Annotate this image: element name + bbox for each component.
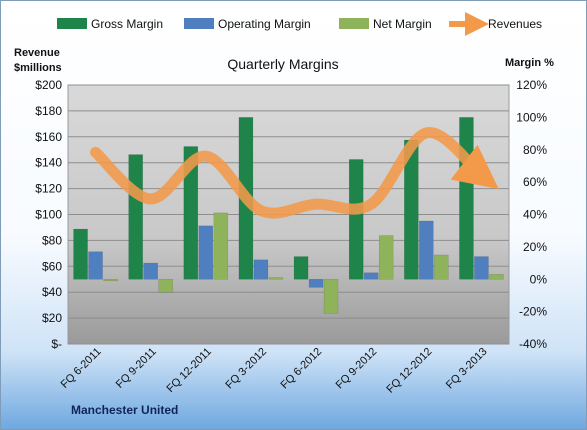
bar-gross-margin — [293, 256, 309, 280]
bar-gross-margin — [348, 159, 364, 280]
bar-gross-margin — [459, 117, 474, 280]
right-tick-label: 40% — [523, 208, 547, 222]
revenue-line — [90, 127, 499, 219]
left-tick-label: $- — [51, 337, 62, 351]
bar-net-margin — [103, 279, 118, 282]
bar-operating-margin — [88, 251, 103, 280]
left-tick-label: $40 — [42, 285, 62, 299]
left-tick-label: $120 — [35, 182, 62, 196]
revenue-point — [426, 132, 427, 133]
legend-label-revenues: Revenues — [488, 17, 542, 31]
left-tick-label: $200 — [35, 78, 62, 92]
bar-net-margin — [158, 279, 173, 293]
right-axis-title: Margin % — [505, 57, 554, 69]
right-tick-label: 20% — [523, 240, 547, 254]
bar-operating-margin — [198, 225, 214, 280]
category-label: FQ 6-2011 — [59, 346, 104, 391]
legend-swatch-operating-margin — [184, 18, 214, 29]
left-tick-label: $80 — [42, 233, 62, 247]
bar-net-margin — [378, 235, 394, 280]
bar-net-margin — [323, 279, 339, 314]
left-tick-label: $180 — [35, 104, 62, 118]
category-label: FQ 3-2012 — [223, 346, 269, 392]
category-label: FQ 12-2011 — [165, 346, 214, 395]
revenue-point — [95, 152, 96, 153]
revenue-point — [481, 175, 482, 176]
left-axis-ticks: $- $20 $40 $60 $80 $100 $120 $140 $160 $180 $200 — [35, 78, 62, 351]
chart-title: Quarterly Margins — [227, 56, 338, 72]
bar-operating-margin — [253, 259, 269, 280]
company-name: Manchester United — [71, 403, 178, 417]
right-axis-ticks: -40% -20% 0% 20% 40% 60% 80% 100% 120% — [516, 78, 547, 351]
category-label: FQ 3-2013 — [444, 346, 490, 392]
left-axis-title-line1: Revenue — [14, 47, 60, 59]
revenue-line-path — [90, 127, 499, 219]
revenue-point — [371, 204, 372, 205]
bar-operating-margin — [363, 272, 379, 280]
left-tick-label: $140 — [35, 156, 62, 170]
right-tick-label: 100% — [516, 110, 547, 124]
revenue-point — [205, 156, 206, 157]
left-tick-label: $20 — [42, 311, 62, 325]
bar-operating-margin — [474, 256, 489, 280]
revenue-point — [150, 198, 151, 199]
bar-operating-margin — [143, 262, 158, 280]
bar-operating-margin — [419, 220, 434, 280]
left-tick-label: $60 — [42, 259, 62, 273]
revenue-point — [316, 204, 317, 205]
bar-net-margin — [434, 254, 449, 280]
legend: Gross Margin Operating Margin Net Margin… — [57, 12, 542, 36]
category-label: FQ 6-2012 — [279, 346, 325, 392]
category-label: FQ 9-2012 — [334, 346, 380, 392]
right-tick-label: 120% — [516, 78, 547, 92]
bar-net-margin — [268, 277, 284, 280]
category-label: FQ 12-2012 — [384, 346, 434, 396]
legend-label-gross-margin: Gross Margin — [91, 17, 163, 31]
category-labels: FQ 6-2011 FQ 9-2011 FQ 12-2011 FQ 3-2012 FQ … — [59, 346, 490, 396]
left-axis-title-line2: $millions — [14, 62, 62, 74]
right-tick-label: -40% — [519, 337, 547, 351]
bar-gross-margin — [183, 146, 199, 280]
bar-net-margin — [489, 274, 504, 280]
left-tick-label: $100 — [35, 208, 62, 222]
right-tick-label: -20% — [519, 305, 547, 319]
category-label: FQ 9-2011 — [114, 346, 159, 391]
legend-label-operating-margin: Operating Margin — [218, 17, 311, 31]
bar-net-margin — [213, 212, 229, 280]
legend-swatch-net-margin — [339, 18, 369, 29]
bar-gross-margin — [73, 228, 88, 280]
bar-operating-margin — [308, 279, 324, 288]
legend-swatch-gross-margin — [57, 18, 87, 29]
left-tick-label: $160 — [35, 130, 62, 144]
right-tick-label: 60% — [523, 175, 547, 189]
legend-label-net-margin: Net Margin — [373, 17, 432, 31]
right-tick-label: 80% — [523, 143, 547, 157]
bar-gross-margin — [128, 154, 143, 280]
right-tick-label: 0% — [530, 272, 548, 286]
revenue-point — [260, 210, 261, 211]
